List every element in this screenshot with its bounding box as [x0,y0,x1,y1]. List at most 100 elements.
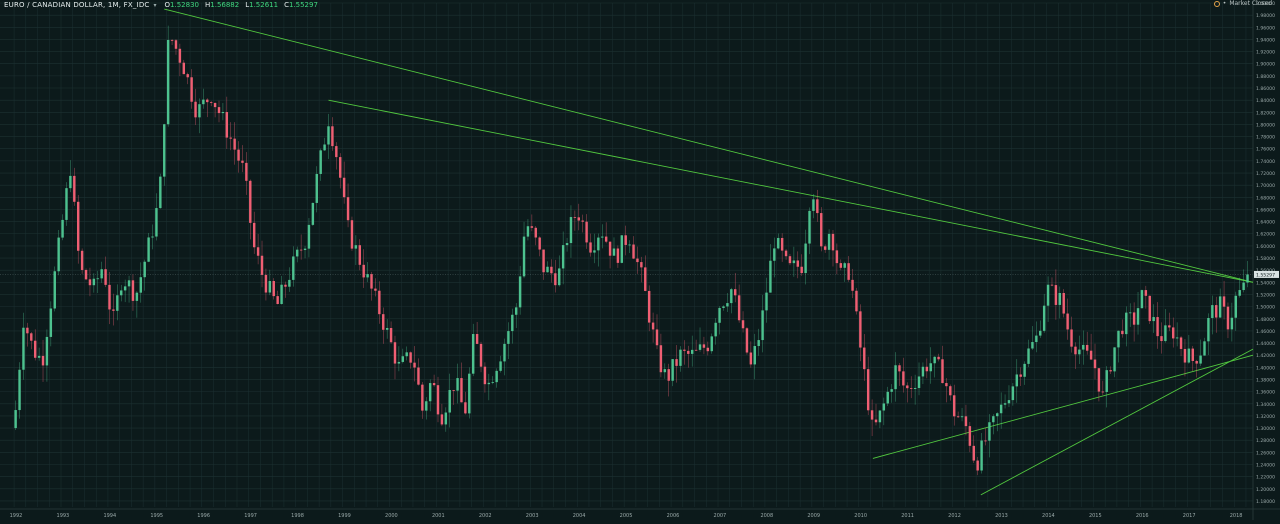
market-status[interactable]: • Market Closed [1213,0,1272,7]
y-tick-label: 1.30000 [1256,426,1275,432]
candle-body [1242,282,1245,291]
candle-body [311,202,315,225]
candle-body [53,271,56,309]
candle-body [147,237,150,262]
candle-body [413,362,416,368]
candle-body [1230,317,1234,330]
y-tick-label: 1.50000 [1256,305,1275,311]
candle-body [1168,325,1171,328]
candle-body [593,250,596,253]
candle-body [909,388,913,389]
candle-body [120,290,123,296]
candle-body [1093,359,1097,369]
candle-body [554,273,557,286]
candle-body [1089,350,1093,360]
candle-body [190,77,193,102]
candle-body [112,309,115,311]
trendline [980,348,1254,496]
candle-body [178,48,182,63]
candle-body [1109,370,1112,372]
symbol-title[interactable]: EURO / CANADIAN DOLLAR, 1M, FX_IDC [4,1,150,9]
candle-body [902,371,905,386]
candle-body [170,39,174,41]
y-tick-label: 1.80000 [1256,122,1275,128]
candle-body [1136,308,1140,325]
y-tick-label: 1.52000 [1256,292,1275,298]
candle-body [608,241,612,256]
x-tick-label: 2015 [1089,513,1102,519]
candle-body [659,345,663,373]
candle-body [370,274,373,289]
candle-body [796,260,800,267]
candle-body [886,391,889,404]
y-tick-label: 1.28000 [1256,438,1275,444]
y-tick-label: 1.84000 [1256,98,1275,104]
candle-body [722,306,725,308]
candle-body [495,370,498,383]
y-tick-label: 1.18000 [1256,499,1275,505]
candle-body [866,369,870,411]
candle-body [937,356,940,360]
candle-body [683,349,686,351]
price-axis[interactable]: 1.18000 1.20000 1.22000 1.24000 1.26000 1.280… [1256,1,1275,505]
y-tick-label: 1.20000 [1256,487,1275,493]
time-axis[interactable]: 1992 1993 1994 1995 1996 1997 1998 1999 2000 2001… [10,513,1243,519]
candle-body [1215,305,1218,318]
candle-body [33,340,37,358]
candle-body [1199,355,1202,364]
candle-body [655,329,659,346]
candle-body [917,376,921,389]
candle-body [636,258,639,263]
candle-body [601,236,604,238]
candle-body [487,382,491,385]
candle-body [1195,360,1198,364]
candle-body [88,279,92,286]
symbol-header: EURO / CANADIAN DOLLAR, 1M, FX_IDC ▾ O1.… [4,1,318,9]
candle-body [1234,295,1238,318]
candle-body [241,160,244,163]
candle-body [483,366,487,385]
candle-body [1085,344,1089,351]
candle-body [558,268,561,286]
x-tick-label: 1992 [10,513,23,519]
chevron-down-icon[interactable]: ▾ [153,1,157,9]
candle-body [878,410,882,423]
candle-body [292,256,295,280]
candle-body [14,410,17,429]
x-tick-label: 1999 [338,513,351,519]
candle-body [163,124,166,177]
candle-body [1101,391,1105,393]
candle-body [851,279,854,291]
candle-body [65,188,68,220]
candle-body [972,445,975,461]
candle-body [941,359,944,384]
candle-body [816,199,819,214]
market-status-label: Market Closed [1229,0,1272,7]
candle-body [898,365,901,372]
x-tick-label: 1995 [150,513,163,519]
y-tick-label: 1.94000 [1256,37,1275,43]
candle-body [679,349,682,366]
candle-body [421,384,424,411]
candle-body [956,416,960,418]
candle-body [839,263,843,268]
y-tick-label: 1.82000 [1256,110,1275,116]
candle-body [1074,346,1077,355]
candle-body [773,248,776,261]
candle-body [41,355,45,366]
candle-body [1070,329,1073,347]
trendline [328,99,1254,283]
x-tick-label: 2005 [620,513,633,519]
x-tick-label: 1996 [197,513,210,519]
y-tick-label: 1.76000 [1256,147,1275,153]
candle-body [530,226,534,228]
candle-body [1246,274,1249,283]
candle-body [249,180,252,223]
y-tick-label: 1.32000 [1256,414,1275,420]
candle-body [229,137,232,139]
x-tick-label: 2007 [714,513,727,519]
y-tick-label: 1.26000 [1256,450,1275,456]
candle-body [999,404,1003,414]
